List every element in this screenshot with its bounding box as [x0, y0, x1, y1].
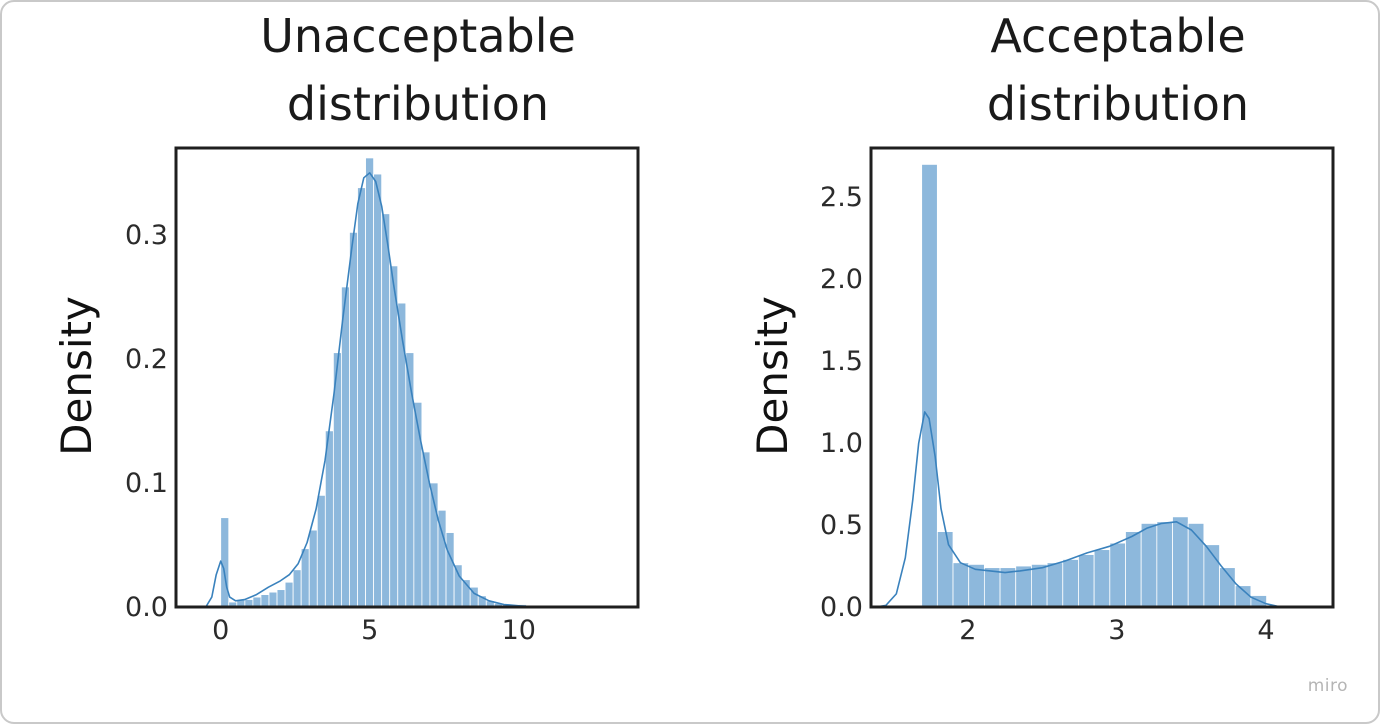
y-tick-label: 1.0: [820, 428, 863, 459]
chart-acceptable-distribution: Density 2 3 4 0.0 0.5 1.0 1.5 2.0 2.5: [748, 146, 1335, 646]
chart-unacceptable-distribution: Density 0 5 10 0.0 0.1 0.2 0.3: [52, 146, 640, 646]
y-tick-label: 0.3: [125, 220, 168, 251]
histogram-bar: [1078, 554, 1095, 608]
histogram-bar: [983, 567, 1001, 608]
x-tick-label: 4: [1257, 615, 1274, 646]
y-axis-label: Density: [748, 296, 797, 456]
chart-title-acceptable: Acceptable distribution: [986, 9, 1250, 131]
histogram-bar: [1156, 521, 1173, 608]
y-tick-label: 0.5: [820, 510, 863, 541]
histogram-bar: [936, 531, 954, 608]
plot-frame: [869, 146, 1335, 609]
y-tick-label: 0.1: [125, 468, 168, 499]
y-axis-label: Density: [52, 296, 101, 456]
histogram-bar: [1125, 531, 1142, 608]
x-tick-label: 10: [502, 615, 536, 646]
y-tick-label: 2.5: [820, 182, 863, 213]
chart-title-unacceptable: Unacceptable distribution: [260, 9, 576, 131]
histogram-bar: [1172, 516, 1189, 608]
histogram-bar: [1062, 559, 1079, 608]
x-tick-label: 0: [212, 615, 229, 646]
histogram-bar: [1109, 542, 1126, 608]
histogram-bar: [921, 163, 938, 608]
histogram-bar: [1031, 563, 1048, 608]
y-tick-label: 2.0: [820, 264, 863, 295]
miro-watermark: miro: [1307, 676, 1348, 696]
x-tick-label: 2: [959, 615, 976, 646]
x-tick-label: 5: [361, 615, 378, 646]
histogram-bar: [952, 562, 970, 608]
histogram-bar: [1046, 562, 1064, 608]
x-tick-label: 3: [1108, 615, 1125, 646]
y-tick-label: 1.5: [820, 346, 863, 377]
histogram-bar: [999, 567, 1017, 608]
y-tick-label: 0.0: [820, 592, 863, 623]
kde-density-line: [205, 172, 534, 608]
plot-frame: [174, 146, 640, 609]
histogram-bar: [1234, 585, 1252, 608]
kde-density-line: [875, 411, 1281, 608]
y-tick-label: 0.2: [125, 344, 168, 375]
histogram-bar: [1015, 565, 1032, 608]
y-tick-label: 0.0: [125, 592, 168, 623]
histogram-bar: [1093, 549, 1111, 608]
histogram-bar: [1140, 522, 1158, 608]
